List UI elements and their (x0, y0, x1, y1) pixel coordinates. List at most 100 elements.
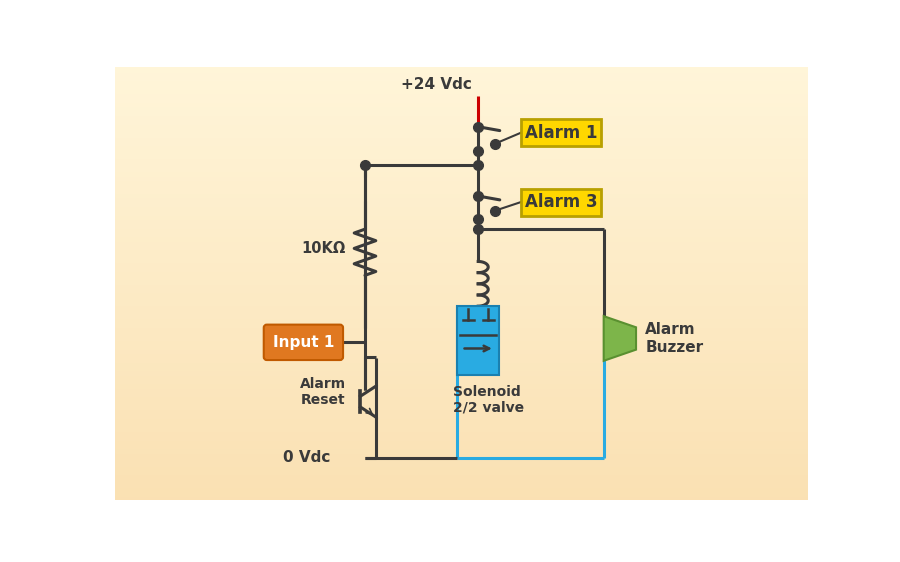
Bar (115, 366, 808, 370)
Bar (115, 306, 808, 310)
Bar (115, 487, 808, 492)
Bar (115, 98, 808, 102)
Bar (115, 141, 808, 146)
Text: Alarm 3: Alarm 3 (525, 193, 598, 211)
Bar (115, 193, 808, 197)
Bar (115, 332, 808, 336)
Bar (115, 102, 808, 106)
Bar (115, 388, 808, 392)
Bar (115, 340, 808, 345)
Bar (115, 448, 808, 452)
Bar (115, 228, 808, 232)
Bar (115, 158, 808, 162)
Bar (115, 236, 808, 241)
Text: Input 1: Input 1 (273, 335, 334, 350)
Bar (115, 85, 808, 89)
Bar (115, 184, 808, 189)
FancyBboxPatch shape (520, 189, 601, 216)
Bar (115, 435, 808, 439)
Bar (115, 353, 808, 357)
Bar (115, 124, 808, 128)
Bar (115, 483, 808, 487)
Bar (115, 414, 808, 418)
Text: Alarm 1: Alarm 1 (525, 124, 598, 142)
Bar (115, 249, 808, 253)
Bar (115, 119, 808, 124)
Bar (115, 401, 808, 405)
Bar (115, 418, 808, 422)
Bar (115, 80, 808, 85)
Bar (115, 362, 808, 366)
Bar (115, 206, 808, 210)
Bar (115, 327, 808, 332)
Bar (115, 422, 808, 427)
Bar (115, 336, 808, 340)
Bar (115, 197, 808, 202)
Bar (115, 149, 808, 154)
Bar (115, 431, 808, 435)
Bar (115, 474, 808, 479)
Bar (115, 427, 808, 431)
Text: Alarm
Reset: Alarm Reset (300, 377, 346, 407)
FancyBboxPatch shape (264, 325, 343, 360)
Bar (115, 465, 808, 470)
Bar (115, 345, 808, 348)
Bar (115, 383, 808, 388)
Text: +24 Vdc: +24 Vdc (401, 77, 472, 92)
Bar (115, 288, 808, 292)
Bar (115, 215, 808, 219)
Bar (115, 133, 808, 137)
FancyBboxPatch shape (520, 119, 601, 146)
Bar (115, 284, 808, 288)
Bar (115, 219, 808, 223)
Bar (115, 310, 808, 314)
Bar (115, 496, 808, 500)
Bar (115, 314, 808, 319)
Bar (115, 76, 808, 80)
Bar (115, 146, 808, 149)
Bar (115, 392, 808, 396)
Bar (115, 457, 808, 461)
Bar (115, 262, 808, 266)
Bar (115, 258, 808, 262)
Bar (115, 210, 808, 215)
Bar (115, 89, 808, 93)
Bar (115, 93, 808, 98)
Bar (115, 297, 808, 301)
Bar (115, 492, 808, 496)
Bar (115, 245, 808, 249)
Bar (115, 275, 808, 279)
Bar (115, 128, 808, 133)
Bar (115, 154, 808, 158)
Polygon shape (604, 316, 636, 361)
Bar (115, 271, 808, 275)
Bar (115, 370, 808, 375)
Bar (115, 202, 808, 206)
Bar (115, 176, 808, 180)
Bar (115, 357, 808, 362)
Bar (115, 396, 808, 401)
Bar (115, 171, 808, 175)
Bar (115, 106, 808, 111)
Bar (115, 405, 808, 409)
Bar (115, 470, 808, 474)
Bar (115, 348, 808, 353)
Bar (115, 479, 808, 483)
Bar (115, 461, 808, 465)
Text: Alarm
Buzzer: Alarm Buzzer (645, 322, 704, 355)
Bar (457, 306, 500, 375)
Bar (115, 439, 808, 444)
Bar (115, 241, 808, 245)
Text: 10KΩ: 10KΩ (302, 241, 346, 256)
Text: 0 Vdc: 0 Vdc (283, 450, 330, 465)
Bar (115, 279, 808, 284)
Bar (115, 323, 808, 327)
Bar (115, 444, 808, 448)
Bar (115, 67, 808, 72)
Text: Solenoid
2/2 valve: Solenoid 2/2 valve (454, 384, 525, 415)
Bar (115, 253, 808, 258)
Bar (115, 301, 808, 306)
Bar (115, 72, 808, 76)
Bar (115, 167, 808, 171)
Bar (115, 379, 808, 383)
